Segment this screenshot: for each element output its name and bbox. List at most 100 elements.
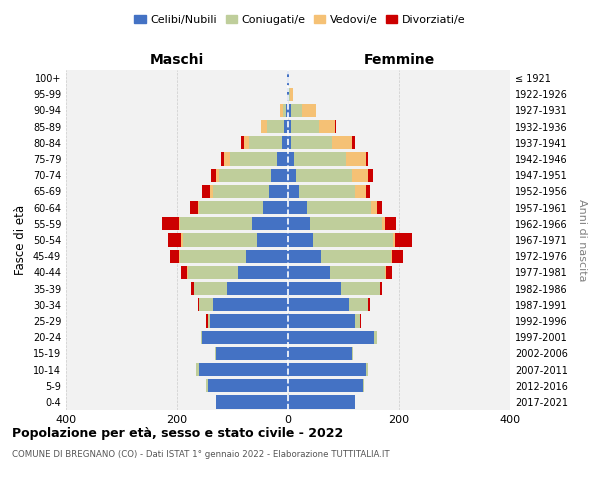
Bar: [206, 314, 208, 328]
Y-axis label: Fasce di età: Fasce di età: [14, 205, 27, 275]
Bar: [179, 250, 180, 263]
Bar: [277, 152, 288, 166]
Bar: [288, 363, 366, 376]
Bar: [202, 185, 211, 198]
Bar: [199, 298, 213, 312]
Bar: [190, 201, 198, 214]
Bar: [199, 363, 288, 376]
Bar: [181, 234, 182, 246]
Bar: [286, 104, 288, 117]
Bar: [208, 379, 288, 392]
Bar: [284, 120, 288, 134]
Bar: [335, 120, 336, 134]
Bar: [319, 120, 335, 134]
Bar: [288, 136, 291, 149]
Bar: [247, 250, 288, 263]
Bar: [291, 120, 319, 134]
Bar: [380, 282, 382, 295]
Bar: [216, 346, 288, 360]
Bar: [227, 282, 288, 295]
Bar: [288, 250, 322, 263]
Bar: [288, 298, 349, 312]
Bar: [224, 152, 230, 166]
Bar: [386, 266, 392, 279]
Bar: [329, 266, 385, 279]
Bar: [180, 250, 247, 263]
Bar: [257, 234, 288, 246]
Bar: [267, 120, 284, 134]
Bar: [211, 314, 288, 328]
Bar: [368, 168, 373, 182]
Bar: [288, 104, 291, 117]
Bar: [288, 379, 363, 392]
Bar: [283, 104, 286, 117]
Bar: [394, 234, 395, 246]
Bar: [288, 72, 289, 85]
Bar: [395, 234, 412, 246]
Bar: [385, 266, 386, 279]
Bar: [230, 152, 277, 166]
Bar: [180, 217, 252, 230]
Bar: [288, 396, 355, 408]
Bar: [371, 201, 377, 214]
Bar: [287, 72, 288, 85]
Bar: [211, 168, 216, 182]
Bar: [188, 266, 238, 279]
Y-axis label: Anni di nascita: Anni di nascita: [577, 198, 587, 281]
Bar: [346, 152, 366, 166]
Bar: [313, 234, 394, 246]
Bar: [206, 379, 208, 392]
Bar: [296, 168, 352, 182]
Bar: [283, 136, 288, 149]
Bar: [244, 136, 249, 149]
Bar: [290, 88, 293, 101]
Text: Popolazione per età, sesso e stato civile - 2022: Popolazione per età, sesso e stato civil…: [12, 428, 343, 440]
Bar: [288, 217, 310, 230]
Bar: [288, 88, 289, 101]
Bar: [352, 168, 368, 182]
Bar: [377, 201, 382, 214]
Bar: [213, 298, 288, 312]
Bar: [181, 266, 187, 279]
Bar: [288, 266, 329, 279]
Bar: [385, 217, 396, 230]
Bar: [241, 136, 244, 149]
Bar: [363, 379, 364, 392]
Bar: [355, 314, 360, 328]
Bar: [374, 330, 377, 344]
Bar: [216, 396, 288, 408]
Bar: [288, 346, 352, 360]
Bar: [352, 346, 353, 360]
Bar: [252, 217, 288, 230]
Text: COMUNE DI BREGNANO (CO) - Dati ISTAT 1° gennaio 2022 - Elaborazione TUTTITALIA.I: COMUNE DI BREGNANO (CO) - Dati ISTAT 1° …: [12, 450, 389, 459]
Bar: [332, 136, 352, 149]
Bar: [198, 298, 199, 312]
Bar: [179, 217, 180, 230]
Bar: [366, 185, 370, 198]
Bar: [349, 298, 368, 312]
Bar: [288, 152, 293, 166]
Bar: [288, 168, 296, 182]
Bar: [288, 282, 341, 295]
Bar: [182, 234, 257, 246]
Bar: [307, 201, 371, 214]
Bar: [263, 201, 288, 214]
Bar: [293, 152, 346, 166]
Bar: [299, 185, 355, 198]
Bar: [291, 104, 302, 117]
Bar: [366, 152, 368, 166]
Bar: [322, 250, 391, 263]
Bar: [215, 346, 216, 360]
Bar: [288, 330, 374, 344]
Bar: [368, 298, 370, 312]
Bar: [216, 168, 218, 182]
Bar: [191, 282, 194, 295]
Bar: [218, 168, 271, 182]
Bar: [352, 136, 355, 149]
Bar: [170, 250, 179, 263]
Bar: [198, 201, 199, 214]
Bar: [341, 282, 380, 295]
Bar: [187, 266, 188, 279]
Bar: [213, 185, 269, 198]
Bar: [355, 185, 366, 198]
